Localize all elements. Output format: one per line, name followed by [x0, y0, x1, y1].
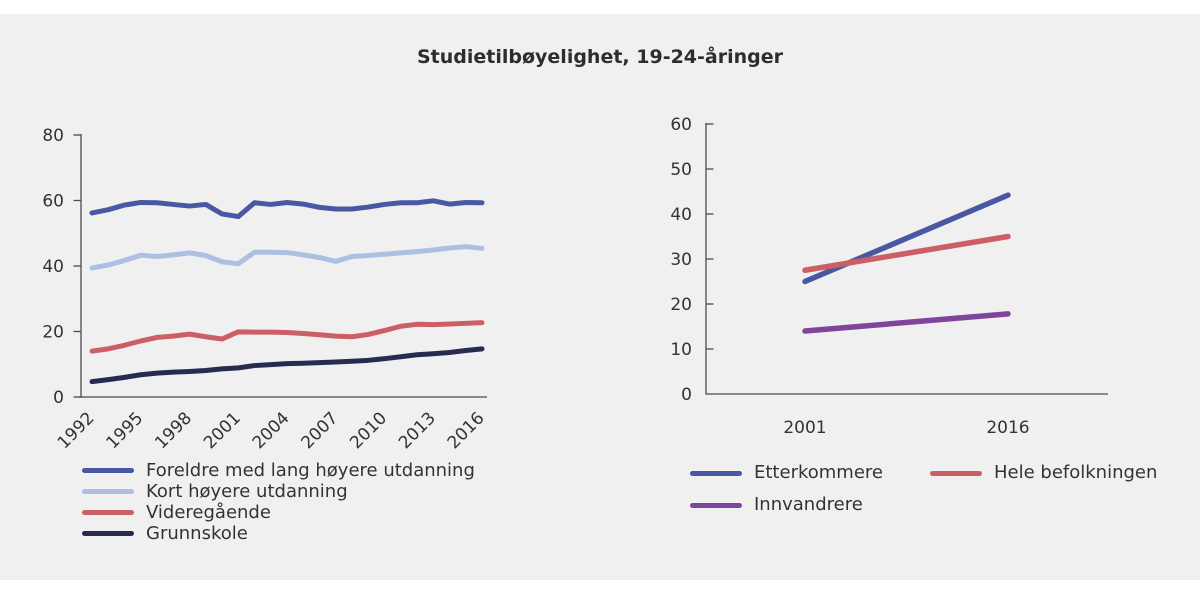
legend-swatch-videreg-ende: [82, 510, 134, 515]
legend-label: Videregående: [146, 501, 271, 523]
left-y-tick-label: 40: [42, 257, 64, 277]
legend-label: Innvandrere: [754, 494, 863, 515]
left-x-tick-label: 2016: [444, 408, 489, 453]
series-line-etterkommere: [802, 192, 1011, 285]
legend-item-innvandrere: Innvandrere: [690, 496, 930, 514]
legend-item-hele-befolkningen: Hele befolkningen: [930, 464, 1157, 482]
left-y-tick-label: 80: [42, 126, 64, 146]
figure-background: [0, 14, 1200, 580]
legend-label: Hele befolkningen: [994, 462, 1158, 483]
legend-label: Kort høyere utdanning: [146, 480, 348, 502]
left-x-tick-label: 2001: [200, 408, 245, 453]
right-x-tick-label: 2016: [986, 418, 1029, 438]
series-line-foreldre-med-lang-h-yere-utdanning: [89, 198, 485, 220]
legend-item-etterkommere: Etterkommere: [690, 464, 930, 482]
legend-item-grunnskole: Grunnskole: [82, 523, 475, 544]
right-y-tick-label: 50: [670, 160, 692, 180]
legend-swatch-hele-befolkningen: [930, 470, 982, 476]
left-y-tick-label: 60: [42, 192, 64, 212]
right-x-tick-label: 2001: [783, 418, 826, 438]
left-x-tick-label: 2004: [249, 408, 294, 453]
left-x-tick-label: 2010: [346, 408, 391, 453]
series-line-kort-h-yere-utdanning: [89, 244, 485, 271]
legend-swatch-innvandrere: [690, 502, 742, 508]
left-x-tick-label: 1995: [103, 408, 148, 453]
legend-swatch-foreldre-med-lang-h-yere-utdanning: [82, 468, 134, 473]
left-y-tick-label: 0: [53, 388, 64, 408]
legend-left: Foreldre med lang høyere utdanning Kort h…: [82, 460, 475, 544]
series-line-hele-befolkningen: [802, 233, 1011, 273]
right-y-tick-label: 60: [670, 115, 692, 135]
legend-swatch-grunnskole: [82, 531, 134, 536]
legend-label: Foreldre med lang høyere utdanning: [146, 459, 475, 481]
series-line-grunnskole: [89, 346, 485, 385]
right-y-tick-label: 20: [670, 295, 692, 315]
legend-swatch-etterkommere: [690, 470, 742, 476]
legend-swatch-kort-h-yere-utdanning: [82, 489, 134, 494]
right-y-tick-label: 0: [681, 385, 692, 405]
legend-item-videreg-ende: Videregående: [82, 502, 475, 523]
series-line-innvandrere: [802, 311, 1011, 334]
legend-label: Grunnskole: [146, 522, 248, 544]
right-y-tick-label: 10: [670, 340, 692, 360]
left-x-tick-label: 1992: [54, 408, 99, 453]
left-x-tick-label: 1998: [151, 408, 196, 453]
figure-title: Studietilbøyelighet, 19-24-åringer: [416, 46, 784, 68]
left-x-tick-label: 2007: [298, 408, 343, 453]
right-y-tick-label: 30: [670, 250, 692, 270]
left-y-tick-label: 20: [42, 323, 64, 343]
legend-item-kort-h-yere-utdanning: Kort høyere utdanning: [82, 481, 475, 502]
series-line-videreg-ende: [89, 320, 485, 354]
left-x-tick-label: 2013: [395, 408, 440, 453]
legend-item-foreldre-med-lang-h-yere-utdanning: Foreldre med lang høyere utdanning: [82, 460, 475, 481]
legend-label: Etterkommere: [754, 462, 883, 483]
legend-right: Etterkommere Hele befolkningen Innvandrere: [690, 457, 1157, 521]
right-y-tick-label: 40: [670, 205, 692, 225]
